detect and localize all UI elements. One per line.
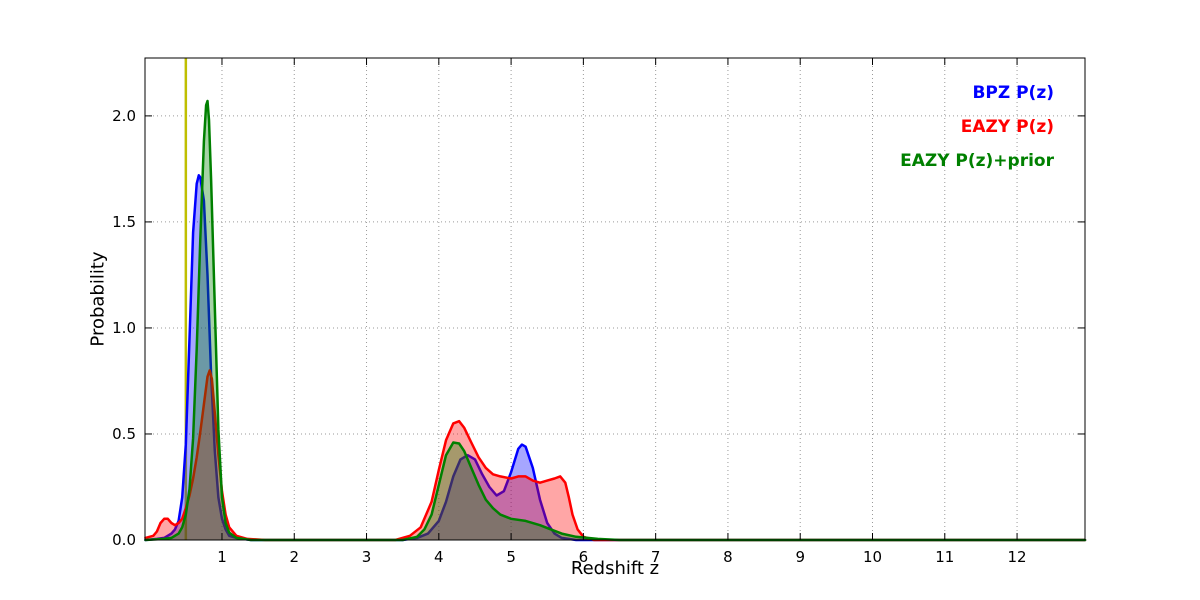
y-tick-label: 1.0 [112,319,136,337]
x-tick-label: 9 [795,548,805,566]
x-tick-label: 4 [434,548,444,566]
y-tick-label: 2.0 [112,107,136,125]
x-tick-label: 2 [289,548,299,566]
x-tick-label: 3 [362,548,372,566]
x-tick-label: 12 [1008,548,1027,566]
legend-item-bpz: BPZ P(z) [972,83,1054,103]
series-line-0 [144,174,1087,542]
x-tick-label: 6 [579,548,589,566]
y-tick-label: 0.0 [112,531,136,549]
x-axis-label: Redshift z [570,558,660,579]
y-tick-label: 1.5 [112,213,136,231]
x-tick-label: 8 [723,548,733,566]
legend-item-eazy: EAZY P(z) [960,117,1054,137]
series-area-1 [145,370,1085,540]
y-axis-label: Probability [87,251,109,347]
series-area-0 [145,175,1085,541]
x-tick-label: 5 [506,548,516,566]
x-tick-label: 10 [863,548,882,566]
x-tick-label: 11 [935,548,954,566]
y-tick-label: 0.5 [112,425,136,443]
plot-border [144,57,1086,541]
x-tick-label: 1 [217,548,227,566]
x-tick-label: 7 [651,548,661,566]
legend: BPZ P(z) EAZY P(z) EAZY P(z)+prior [900,76,1054,178]
legend-item-eazy-prior: EAZY P(z)+prior [900,151,1054,171]
series-line-1 [144,369,1087,542]
